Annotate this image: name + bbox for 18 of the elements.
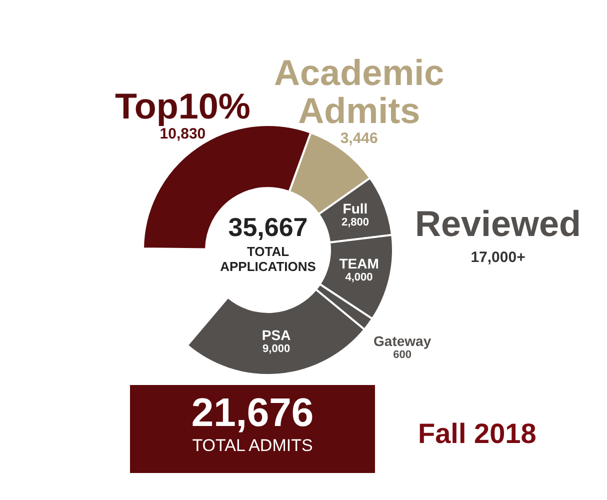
text: TOTAL APPLICATIONS bbox=[220, 244, 316, 274]
slice-label: Full bbox=[342, 200, 368, 216]
text: Reviewed bbox=[414, 203, 582, 244]
data-label: 2,800 bbox=[341, 216, 370, 228]
text: 35,667 bbox=[228, 212, 308, 242]
text: 17,000+ bbox=[470, 249, 526, 266]
slice-label: PSA bbox=[262, 327, 291, 344]
data-label: 600 bbox=[393, 349, 412, 362]
label-box: 21,676 TOTAL ADMITS bbox=[130, 385, 375, 473]
data-label: 4,000 bbox=[345, 271, 373, 284]
text: Fall 2018 bbox=[418, 418, 536, 450]
slice-label: TEAM bbox=[339, 255, 379, 272]
data-label: 10,830 bbox=[160, 126, 206, 143]
data-label: 9,000 bbox=[262, 343, 290, 356]
slice-label: Gateway bbox=[374, 333, 432, 350]
slice-label: Top10% bbox=[115, 86, 250, 127]
data-label: 3,446 bbox=[340, 130, 378, 147]
slice-label: Academic Admits bbox=[274, 52, 444, 131]
